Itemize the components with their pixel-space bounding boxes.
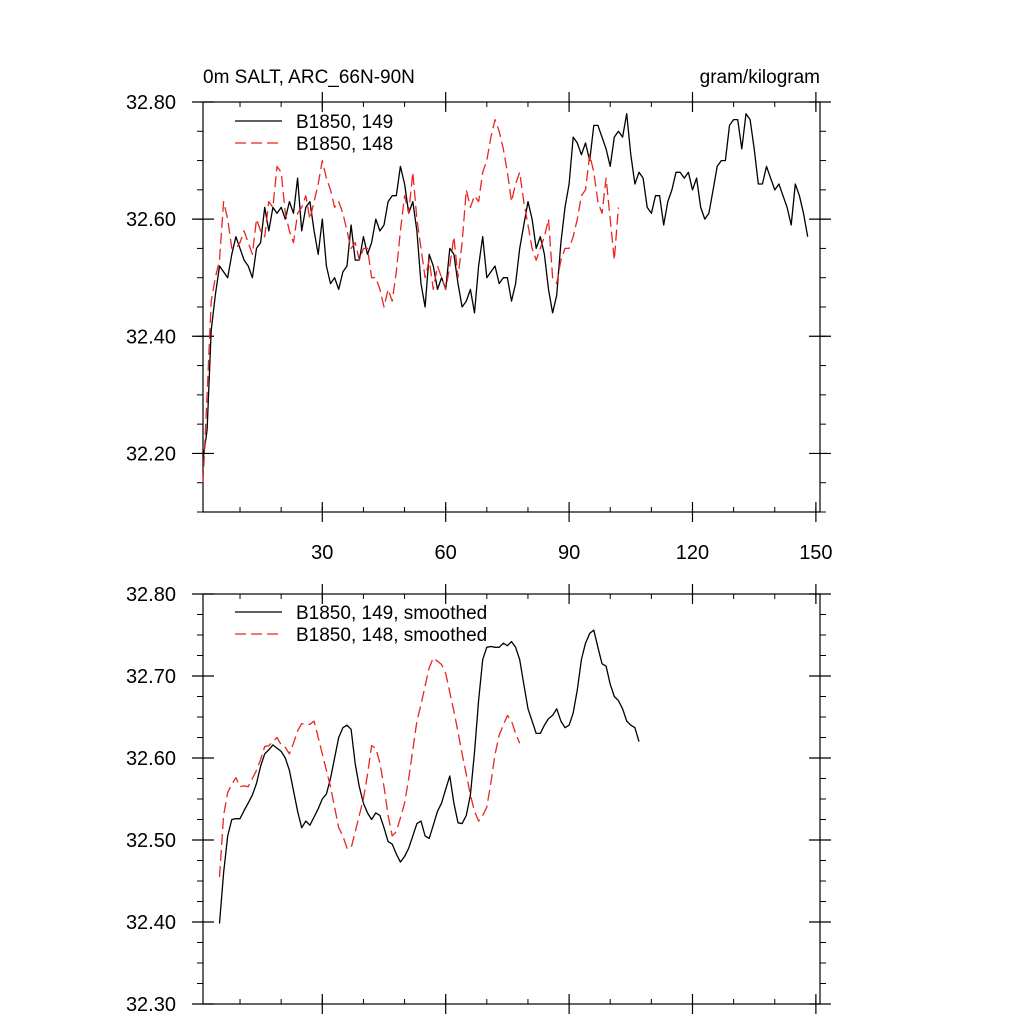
- series-line-run149: [218, 629, 640, 924]
- top-ticks: 32.20 32.40 32.60 32.80 30 60 90 120 150: [126, 92, 833, 564]
- top-plot-frame: [202, 101, 821, 513]
- legend-label-148-smoothed: B1850, 148, smoothed: [296, 625, 487, 646]
- top-legend: B1850, 149 B1850, 148: [235, 112, 393, 155]
- x-tick-label: 120: [676, 542, 709, 564]
- y-tick-label: 32.80: [126, 92, 176, 114]
- x-tick-label: 150: [799, 542, 832, 564]
- x-tick-label: 60: [435, 542, 457, 564]
- bottom-legend: B1850, 149, smoothed B1850, 148, smoothe…: [235, 603, 487, 646]
- bottom-series-lines: [218, 629, 640, 924]
- series-line-run148: [202, 118, 620, 483]
- y-tick-label: 32.60: [126, 748, 176, 770]
- y-tick-label: 32.60: [126, 209, 176, 231]
- top-panel: 32.20 32.40 32.60 32.80 30 60 90 120 150 B1850, …: [126, 92, 833, 564]
- legend-label-149-smoothed: B1850, 149, smoothed: [296, 603, 487, 624]
- legend-label-148: B1850, 148: [296, 134, 393, 155]
- x-tick-label: 90: [558, 542, 580, 564]
- y-tick-label: 32.30: [126, 994, 176, 1016]
- chart-title-left: 0m SALT, ARC_66N-90N: [203, 67, 415, 88]
- y-tick-label: 32.40: [126, 912, 176, 934]
- y-tick-label: 32.50: [126, 830, 176, 852]
- x-tick-label: 30: [311, 542, 333, 564]
- bottom-ticks: 32.30 32.40 32.50 32.60 32.70 32.80: [126, 584, 831, 1016]
- legend-label-149: B1850, 149: [296, 112, 393, 133]
- y-tick-label: 32.80: [126, 584, 176, 606]
- top-series-lines: [202, 113, 809, 483]
- bottom-panel: 32.30 32.40 32.50 32.60 32.70 32.80 B1850, 14…: [126, 584, 831, 1016]
- y-tick-label: 32.20: [126, 443, 176, 465]
- series-line-run149: [202, 113, 809, 460]
- series-line-run148: [218, 657, 521, 877]
- chart-title-right: gram/kilogram: [700, 67, 820, 88]
- y-tick-label: 32.40: [126, 326, 176, 348]
- y-tick-label: 32.70: [126, 666, 176, 688]
